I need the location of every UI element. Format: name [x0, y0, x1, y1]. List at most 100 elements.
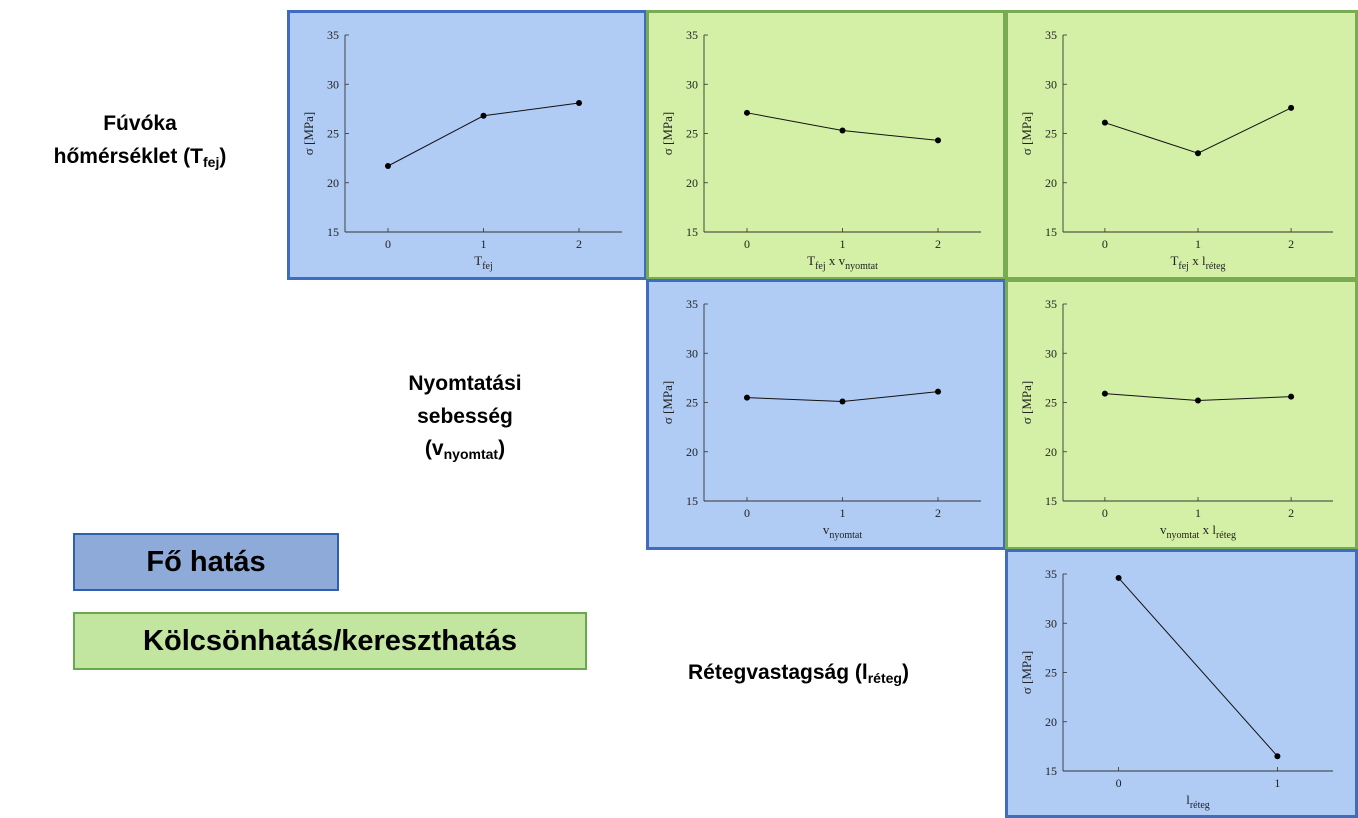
x-axis-label: Tfej x lréteg — [1170, 253, 1225, 272]
y-tick-label: 15 — [1045, 225, 1057, 239]
row-label-layer-thickness: Rétegvastagság (lréteg) — [688, 657, 988, 690]
x-axis-label: vnyomtat x lréteg — [1160, 522, 1236, 541]
y-tick-label: 30 — [686, 77, 698, 91]
y-tick-label: 30 — [327, 77, 339, 91]
x-tick-label: 1 — [1195, 237, 1201, 251]
row-label-subscript: nyomtat — [443, 446, 499, 463]
chart-svg: 15 20 25 30 35 0 1 2 σ [MPa] Tfej x lréteg — [1019, 28, 1333, 272]
row-label-text: Rétegvastagság (l — [688, 661, 868, 684]
x-axis-label-subscript: fej — [1178, 261, 1189, 272]
y-tick-label: 30 — [1045, 346, 1057, 360]
x-axis-label-subscript: nyomtat — [829, 530, 862, 541]
y-tick-label: 15 — [1045, 494, 1057, 508]
chart-svg: 15 20 25 30 35 0 1 2 σ [MPa] vnyomtat — [660, 297, 981, 541]
data-point — [576, 99, 583, 106]
y-tick-label: 20 — [1045, 176, 1057, 190]
y-axis-label: σ [MPa] — [660, 112, 675, 155]
panel-nozzle-temperature-main: 15 20 25 30 35 0 1 2 σ [MPa] Tfej — [287, 10, 647, 280]
data-point — [384, 163, 391, 170]
series-line — [746, 112, 939, 141]
x-tick-label: 0 — [1102, 506, 1108, 520]
y-tick-label: 30 — [1045, 77, 1057, 91]
y-tick-label: 20 — [1045, 445, 1057, 459]
y-axis-label: σ [MPa] — [1019, 112, 1034, 155]
y-axis-label: σ [MPa] — [301, 112, 316, 155]
data-point — [1288, 393, 1295, 400]
x-axis-label-part: T — [474, 253, 482, 268]
y-tick-label: 25 — [686, 127, 698, 141]
x-axis-label-part: x l — [1199, 522, 1216, 537]
x-axis-label-subscript: réteg — [1206, 261, 1226, 272]
x-axis-label-part: v — [1160, 522, 1167, 537]
x-axis-label-subscript: réteg — [1216, 530, 1236, 541]
data-point — [1274, 753, 1281, 760]
panel-print-speed-main: 15 20 25 30 35 0 1 2 σ [MPa] vnyomtat — [646, 279, 1006, 550]
row-label-close: ) — [219, 144, 227, 168]
y-tick-label: 35 — [1045, 28, 1057, 42]
x-tick-label: 1 — [840, 237, 846, 251]
y-tick-label: 25 — [686, 396, 698, 410]
x-tick-label: 2 — [1288, 237, 1294, 251]
x-axis-label: Tfej — [474, 253, 493, 272]
data-point — [1101, 390, 1108, 397]
x-tick-label: 1 — [840, 506, 846, 520]
y-tick-label: 35 — [686, 28, 698, 42]
x-tick-label: 0 — [744, 506, 750, 520]
x-tick-label: 0 — [1102, 237, 1108, 251]
panel-layer-thickness-main: 15 20 25 30 35 0 1 σ [MPa] lréteg — [1005, 549, 1358, 818]
row-label-close: ) — [901, 661, 909, 684]
x-axis-label: vnyomtat — [823, 522, 862, 541]
panel-temperature-x-speed: 15 20 25 30 35 0 1 2 σ [MPa] Tfej x vnyomtat — [646, 10, 1006, 280]
legend-main-effect: Fő hatás — [73, 533, 339, 591]
y-tick-label: 35 — [327, 28, 339, 42]
y-tick-label: 20 — [686, 176, 698, 190]
x-axis-label-part: T — [807, 253, 815, 268]
data-point — [1101, 119, 1108, 126]
y-tick-label: 20 — [327, 176, 339, 190]
panel-speed-x-layer: 15 20 25 30 35 0 1 2 σ [MPa] vnyomtat x lréteg — [1005, 279, 1358, 550]
y-tick-label: 30 — [1045, 616, 1057, 630]
data-point — [839, 127, 846, 134]
x-tick-label: 2 — [576, 237, 582, 251]
x-axis-label-subscript: fej — [815, 261, 826, 272]
y-tick-label: 35 — [1045, 297, 1057, 311]
chart-svg: 15 20 25 30 35 0 1 σ [MPa] lréteg — [1019, 567, 1333, 811]
panel-temperature-x-layer: 15 20 25 30 35 0 1 2 σ [MPa] Tfej x lréteg — [1005, 10, 1358, 280]
legend-interaction-effect-label: Kölcsönhatás/kereszthatás — [143, 624, 517, 657]
data-point — [935, 388, 942, 395]
y-tick-label: 15 — [686, 494, 698, 508]
x-axis-label-part: T — [1170, 253, 1178, 268]
x-axis-label-subscript: réteg — [1190, 800, 1210, 811]
x-tick-label: 0 — [1116, 776, 1122, 790]
data-point — [1195, 397, 1201, 404]
data-point — [743, 109, 750, 116]
x-axis-label-part: v — [823, 522, 830, 537]
data-point — [1288, 104, 1295, 111]
y-tick-label: 25 — [1045, 666, 1057, 680]
x-tick-label: 0 — [744, 237, 750, 251]
x-tick-label: 1 — [481, 237, 487, 251]
chart-svg: 15 20 25 30 35 0 1 2 σ [MPa] Tfej — [301, 28, 622, 272]
x-tick-label: 1 — [1195, 506, 1201, 520]
y-tick-label: 25 — [1045, 396, 1057, 410]
row-label-nozzle-temperature: Fúvóka hőmérséklet (Tfej) — [20, 108, 260, 173]
data-point — [1115, 574, 1122, 581]
x-axis-label: lréteg — [1186, 792, 1210, 811]
y-tick-label: 35 — [1045, 567, 1057, 581]
chart-svg: 15 20 25 30 35 0 1 2 σ [MPa] vnyomtat x lréteg — [1019, 297, 1333, 541]
row-label-line3: (v — [424, 437, 444, 461]
y-tick-label: 15 — [1045, 764, 1057, 778]
x-tick-label: 2 — [1288, 506, 1294, 520]
x-axis-label-subscript: fej — [482, 261, 493, 272]
legend-interaction-effect: Kölcsönhatás/kereszthatás — [73, 612, 587, 670]
series-line — [387, 102, 580, 167]
chart-svg: 15 20 25 30 35 0 1 2 σ [MPa] Tfej x vnyomtat — [660, 28, 981, 272]
y-tick-label: 15 — [327, 225, 339, 239]
y-tick-label: 20 — [686, 445, 698, 459]
x-tick-label: 1 — [1274, 776, 1280, 790]
y-tick-label: 25 — [327, 127, 339, 141]
x-tick-label: 2 — [935, 506, 941, 520]
data-point — [1195, 150, 1201, 157]
y-axis-label: σ [MPa] — [660, 381, 675, 424]
y-tick-label: 30 — [686, 346, 698, 360]
